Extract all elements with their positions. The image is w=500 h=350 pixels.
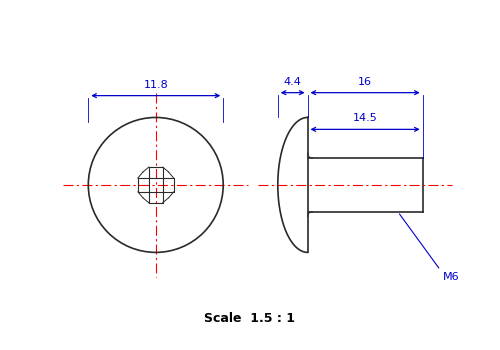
Text: Scale  1.5 : 1: Scale 1.5 : 1 xyxy=(204,312,296,326)
Text: 16: 16 xyxy=(358,77,372,87)
Text: M6: M6 xyxy=(442,272,459,282)
Text: 11.8: 11.8 xyxy=(144,80,168,90)
Text: 4.4: 4.4 xyxy=(284,77,302,87)
Text: 14.5: 14.5 xyxy=(352,113,378,124)
